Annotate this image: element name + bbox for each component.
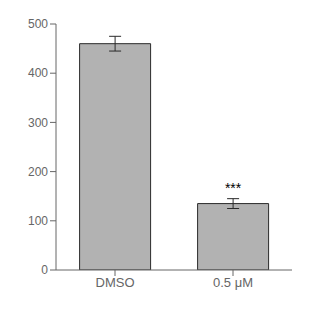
svg-text:***: *** (225, 180, 242, 196)
svg-text:200: 200 (28, 165, 48, 179)
svg-text:0.5 μM: 0.5 μM (213, 275, 253, 290)
svg-text:300: 300 (28, 116, 48, 130)
svg-text:400: 400 (28, 66, 48, 80)
svg-text:100: 100 (28, 214, 48, 228)
svg-text:0: 0 (41, 263, 48, 277)
svg-text:DMSO: DMSO (96, 275, 135, 290)
svg-text:500: 500 (28, 17, 48, 31)
